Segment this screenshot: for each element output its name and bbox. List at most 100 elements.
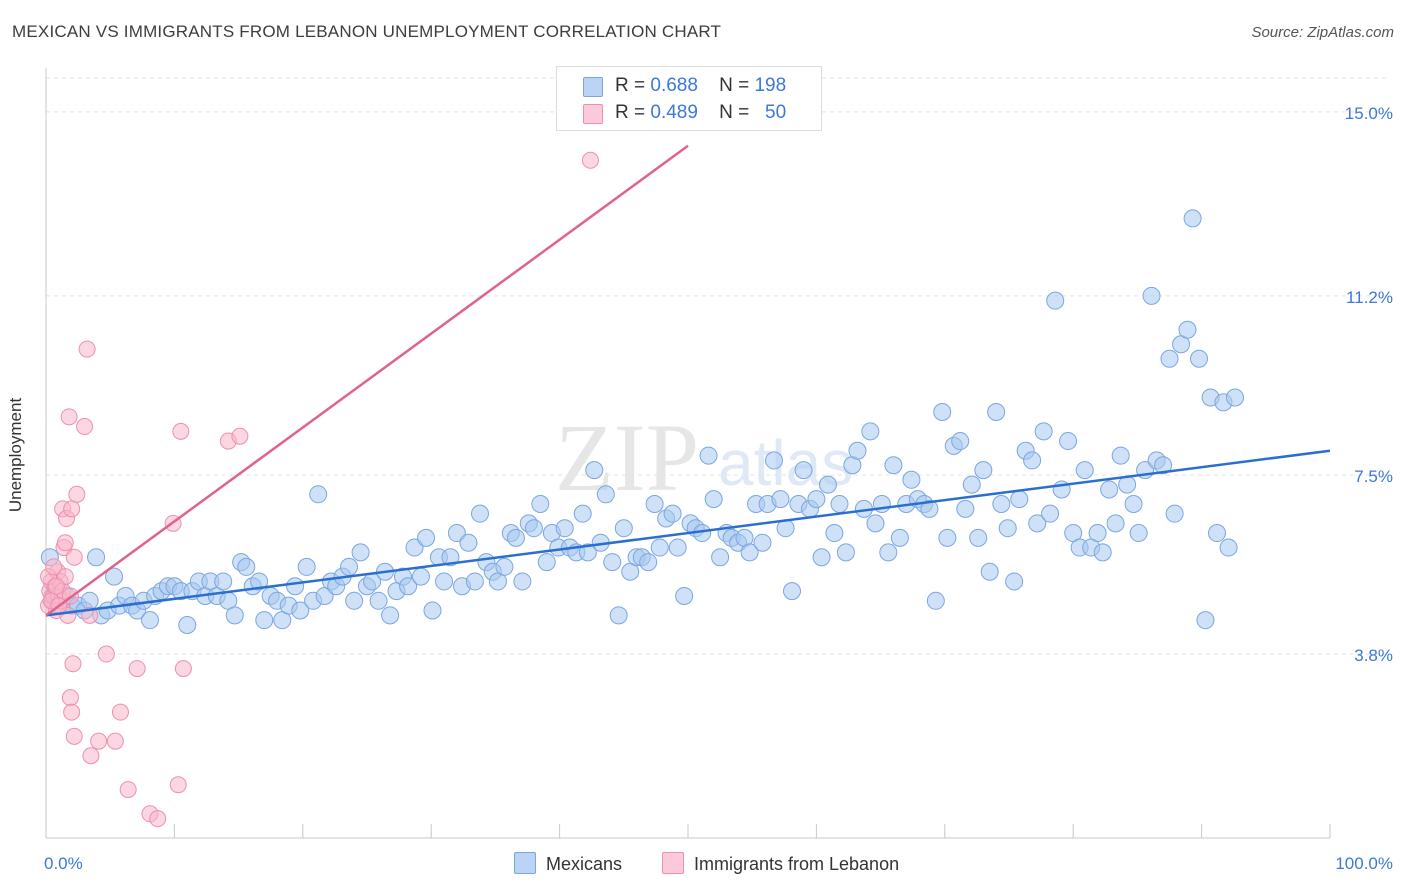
mexicans-point	[141, 611, 160, 630]
mexicans-point	[675, 586, 694, 605]
lebanon-point	[61, 689, 79, 707]
mexicans-point	[783, 582, 802, 601]
mexicans-trend-line	[45, 449, 1331, 617]
mexicans-point	[369, 591, 388, 610]
mexicans-point	[1041, 504, 1060, 523]
y-tick-label: 11.2%	[1346, 288, 1393, 307]
mexicans-point	[699, 446, 718, 465]
lebanon-legend-label: Immigrants from Lebanon	[694, 854, 900, 874]
y-tick-label: 15.0%	[1345, 104, 1393, 123]
lebanon-point	[149, 810, 167, 828]
trend-lines	[45, 144, 1331, 617]
lebanon-point	[90, 732, 108, 750]
mexicans-point	[645, 494, 664, 513]
mexicans-point	[926, 591, 945, 610]
mexicans-point	[1093, 543, 1112, 562]
mexicans-point	[1111, 446, 1130, 465]
mexicans-point	[465, 572, 484, 591]
y-tick-label: 3.8%	[1354, 646, 1393, 665]
mexicans-points	[40, 209, 1244, 635]
lebanon-point	[60, 408, 78, 426]
lebanon-point	[581, 151, 599, 169]
mexicans-point	[513, 572, 532, 591]
mexicans-point	[1142, 286, 1161, 305]
mexicans-point	[435, 572, 454, 591]
mexicans-point	[399, 577, 418, 596]
lebanon-point	[64, 655, 82, 673]
legend-r-value: 0.489	[650, 102, 698, 123]
mexicans-point	[286, 577, 305, 596]
bottom-legend-mexicans: Mexicans	[514, 852, 622, 875]
mexicans-point	[585, 461, 604, 480]
mexicans-point	[974, 461, 993, 480]
lebanon-point	[78, 340, 96, 358]
lebanon-point	[169, 776, 187, 794]
mexicans-point	[596, 485, 615, 504]
mexicans-point	[614, 519, 633, 538]
legend-n-label: N =	[719, 75, 750, 96]
mexicans-point	[537, 553, 556, 572]
mexicans-point	[441, 548, 460, 567]
lebanon-point	[231, 427, 249, 445]
mexicans-point	[531, 494, 550, 513]
x-tick-label-max: 100.0%	[1335, 854, 1393, 873]
mexicans-point	[1075, 461, 1094, 480]
mexicans-point	[555, 519, 574, 538]
mexicans-point	[250, 572, 269, 591]
mexicans-point	[291, 601, 310, 620]
mexicans-legend-label: Mexicans	[546, 854, 623, 874]
mexicans-point	[225, 606, 244, 625]
mexicans-point	[1088, 524, 1107, 543]
mexicans-point	[447, 524, 466, 543]
lebanon-point	[128, 660, 146, 678]
bottom-legend-lebanon: Immigrants from Lebanon	[662, 852, 899, 875]
mexicans-point	[956, 499, 975, 518]
mexicans-point	[340, 557, 359, 576]
mexicans-point	[1154, 456, 1173, 475]
mexicans-point	[578, 543, 597, 562]
lebanon-point	[63, 500, 81, 518]
mexicans-point	[830, 494, 849, 513]
legend-n-value: 50	[765, 102, 787, 123]
mexicans-point	[297, 557, 316, 576]
lebanon-trend-line	[45, 144, 689, 617]
lebanon-point	[106, 732, 124, 750]
legend-n-label: N =	[719, 102, 750, 123]
mexicans-point	[969, 528, 988, 547]
mexicans-point	[1028, 514, 1047, 533]
mexicans-point	[609, 606, 628, 625]
mexicans-point	[411, 567, 430, 586]
mexicans-point	[309, 485, 328, 504]
legend-r-value: 0.688	[650, 75, 698, 96]
mexicans-point	[1178, 320, 1197, 339]
mexicans-point	[980, 562, 999, 581]
lebanon-point	[172, 422, 190, 440]
watermark-zip: ZIP	[555, 404, 699, 511]
lebanon-points	[40, 151, 599, 828]
axes-layer	[45, 68, 1331, 839]
mexicans-point	[603, 553, 622, 572]
tick-labels: 3.8% 7.5% 11.2% 15.0% 0.0% 100.0%	[44, 104, 1393, 873]
x-tick-label-min: 0.0%	[44, 854, 83, 873]
mexicans-point	[740, 543, 759, 562]
mexicans-point	[753, 533, 772, 552]
mexicans-point	[1190, 349, 1209, 368]
lebanon-point	[119, 781, 137, 799]
lebanon-point	[76, 418, 94, 436]
mexicans-point	[884, 456, 903, 475]
mexicans-point	[818, 475, 837, 494]
mexicans-point	[459, 533, 478, 552]
lebanon-point	[111, 703, 129, 721]
mexicans-point	[836, 543, 855, 562]
mexicans-point	[495, 557, 514, 576]
mexicans-point	[178, 616, 197, 635]
mexicans-point	[765, 451, 784, 470]
mexicans-point	[470, 504, 489, 523]
mexicans-point	[1165, 504, 1184, 523]
mexicans-point	[1183, 209, 1202, 228]
mexicans-point	[1219, 538, 1238, 557]
mexicans-point	[933, 403, 952, 422]
y-axis-label: Unemployment	[6, 397, 25, 513]
mexicans-point	[668, 538, 687, 557]
